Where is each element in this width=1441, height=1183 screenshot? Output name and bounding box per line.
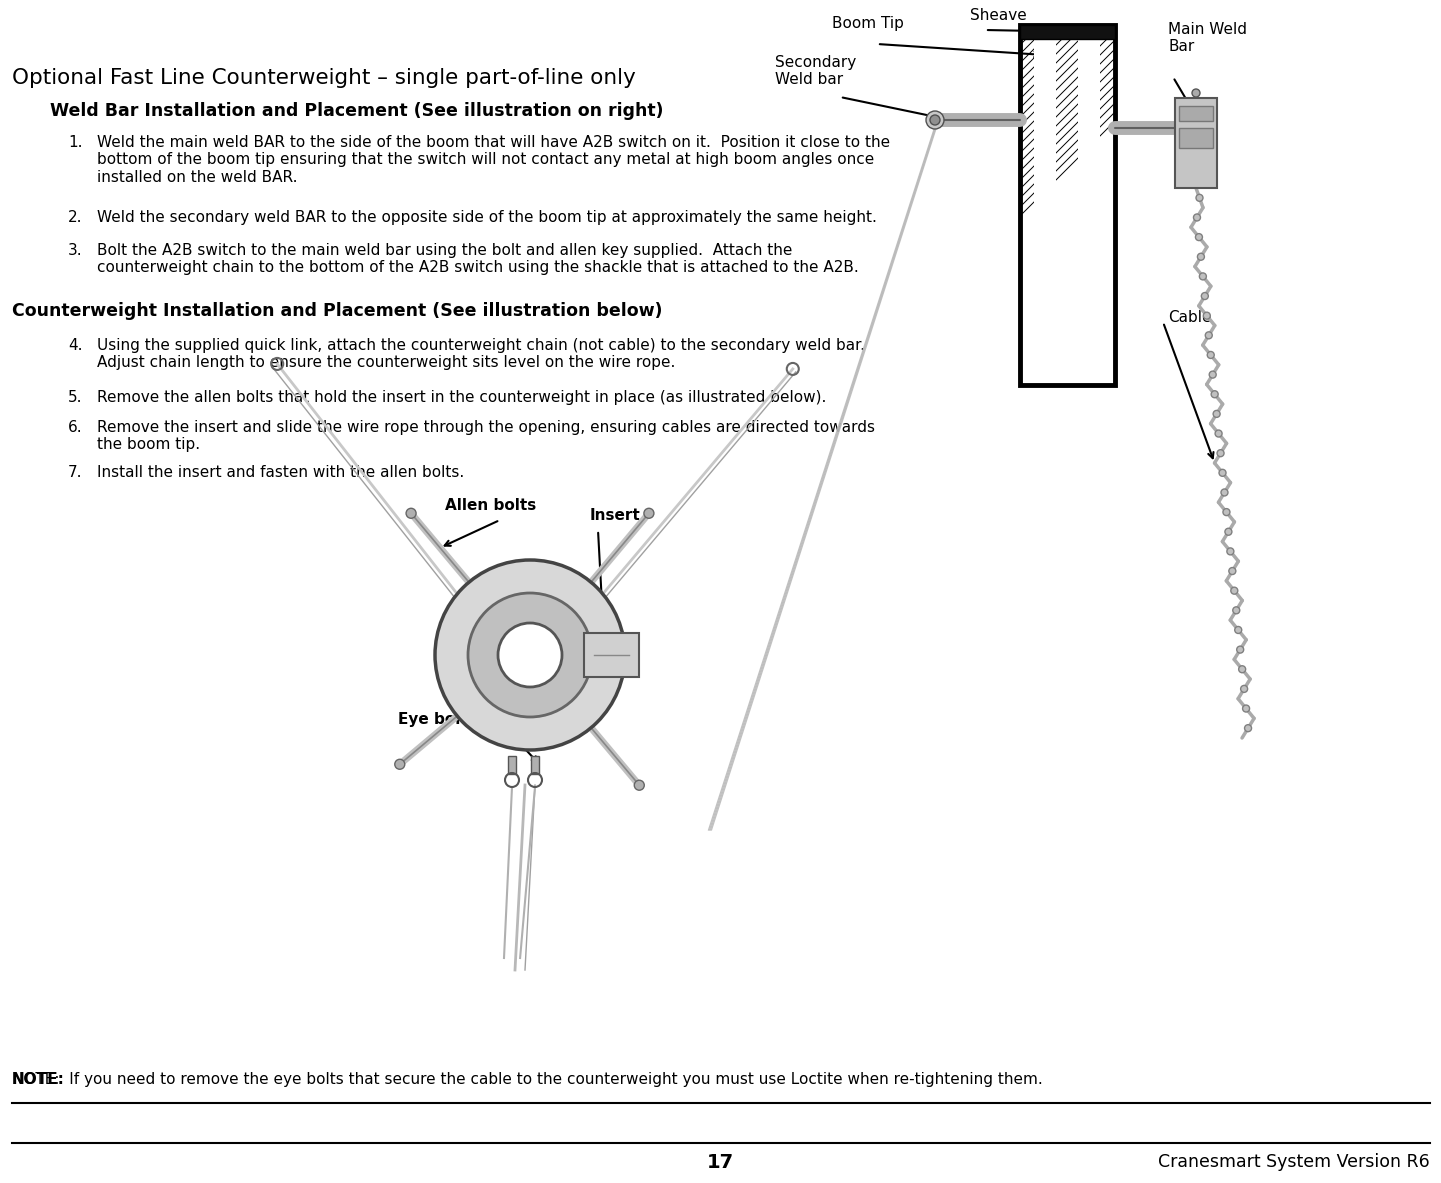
Text: 5.: 5.: [68, 390, 82, 405]
Circle shape: [1219, 470, 1226, 477]
Circle shape: [468, 593, 592, 717]
Text: Using the supplied quick link, attach the counterweight chain (not cable) to the: Using the supplied quick link, attach th…: [97, 338, 865, 370]
Text: Bolt the A2B switch to the main weld bar using the bolt and allen key supplied. : Bolt the A2B switch to the main weld bar…: [97, 243, 859, 276]
Text: Secondary
Weld bar: Secondary Weld bar: [775, 54, 856, 88]
Circle shape: [499, 623, 562, 687]
Text: NOTE:: NOTE:: [12, 1072, 65, 1087]
Circle shape: [1196, 194, 1203, 201]
Circle shape: [1239, 666, 1245, 673]
Circle shape: [406, 509, 416, 518]
Circle shape: [1245, 725, 1252, 731]
Bar: [1035, 25, 1056, 820]
Text: Main Weld
Bar: Main Weld Bar: [1169, 22, 1246, 54]
Bar: [530, 756, 539, 774]
Circle shape: [1221, 489, 1228, 496]
Circle shape: [634, 781, 644, 790]
Circle shape: [1241, 685, 1248, 692]
Bar: [1020, 25, 1115, 820]
Bar: [1174, 98, 1218, 188]
Bar: [1078, 25, 1099, 820]
Circle shape: [1229, 568, 1236, 575]
Circle shape: [1225, 529, 1232, 535]
Text: Cable: Cable: [1169, 310, 1212, 325]
Circle shape: [1192, 89, 1200, 97]
Bar: [1179, 128, 1213, 148]
Circle shape: [1215, 431, 1222, 437]
Text: 1.: 1.: [68, 135, 82, 150]
Text: 7.: 7.: [68, 465, 82, 480]
Text: Remove the allen bolts that hold the insert in the counterweight in place (as il: Remove the allen bolts that hold the ins…: [97, 390, 826, 405]
Text: Remove the insert and slide the wire rope through the opening, ensuring cables a: Remove the insert and slide the wire rop…: [97, 420, 875, 452]
Text: Install the insert and fasten with the allen bolts.: Install the insert and fasten with the a…: [97, 465, 464, 480]
Circle shape: [1236, 646, 1244, 653]
Text: Eye bolts: Eye bolts: [398, 712, 477, 728]
Circle shape: [1196, 233, 1202, 240]
Circle shape: [929, 115, 940, 125]
Text: 2.: 2.: [68, 211, 82, 225]
Bar: [1020, 25, 1115, 384]
Text: Sheave: Sheave: [970, 8, 1027, 22]
Text: 6.: 6.: [68, 420, 82, 435]
Circle shape: [1208, 351, 1215, 358]
Circle shape: [1202, 292, 1209, 299]
Bar: [584, 633, 638, 677]
Bar: [509, 756, 516, 774]
Circle shape: [1197, 253, 1205, 260]
Text: Cranesmart System Version R6: Cranesmart System Version R6: [1159, 1153, 1429, 1171]
Circle shape: [435, 560, 625, 750]
Circle shape: [1232, 607, 1239, 614]
Bar: [1020, 25, 1115, 39]
Text: Weld Bar Installation and Placement (See illustration on right): Weld Bar Installation and Placement (See…: [50, 102, 663, 119]
Circle shape: [1212, 390, 1218, 397]
Circle shape: [1223, 509, 1231, 516]
Text: Insert: Insert: [589, 508, 641, 523]
Text: Weld the main weld BAR to the side of the boom that will have A2B switch on it. : Weld the main weld BAR to the side of th…: [97, 135, 891, 185]
Text: Counterweight Installation and Placement (See illustration below): Counterweight Installation and Placement…: [12, 302, 663, 319]
Circle shape: [1203, 312, 1210, 319]
Circle shape: [395, 759, 405, 769]
Circle shape: [927, 111, 944, 129]
Text: 3.: 3.: [68, 243, 82, 258]
Circle shape: [1226, 548, 1233, 555]
Text: Optional Fast Line Counterweight – single part-of-line only: Optional Fast Line Counterweight – singl…: [12, 67, 635, 88]
Circle shape: [644, 509, 654, 518]
Text: Allen bolts: Allen bolts: [445, 498, 536, 513]
Circle shape: [1242, 705, 1249, 712]
Circle shape: [1235, 627, 1242, 633]
Text: 17: 17: [706, 1153, 733, 1172]
Text: 4.: 4.: [68, 338, 82, 353]
Text: Boom Tip: Boom Tip: [831, 17, 904, 31]
Circle shape: [1205, 331, 1212, 338]
Text: Weld the secondary weld BAR to the opposite side of the boom tip at approximatel: Weld the secondary weld BAR to the oppos…: [97, 211, 878, 225]
Circle shape: [1231, 587, 1238, 594]
Circle shape: [1199, 273, 1206, 280]
Text: NOTE:  If you need to remove the eye bolts that secure the cable to the counterw: NOTE: If you need to remove the eye bolt…: [12, 1072, 1043, 1087]
Circle shape: [1218, 450, 1223, 457]
Circle shape: [1209, 371, 1216, 379]
Circle shape: [1193, 214, 1200, 221]
Circle shape: [1213, 411, 1221, 418]
Bar: [1179, 106, 1213, 121]
